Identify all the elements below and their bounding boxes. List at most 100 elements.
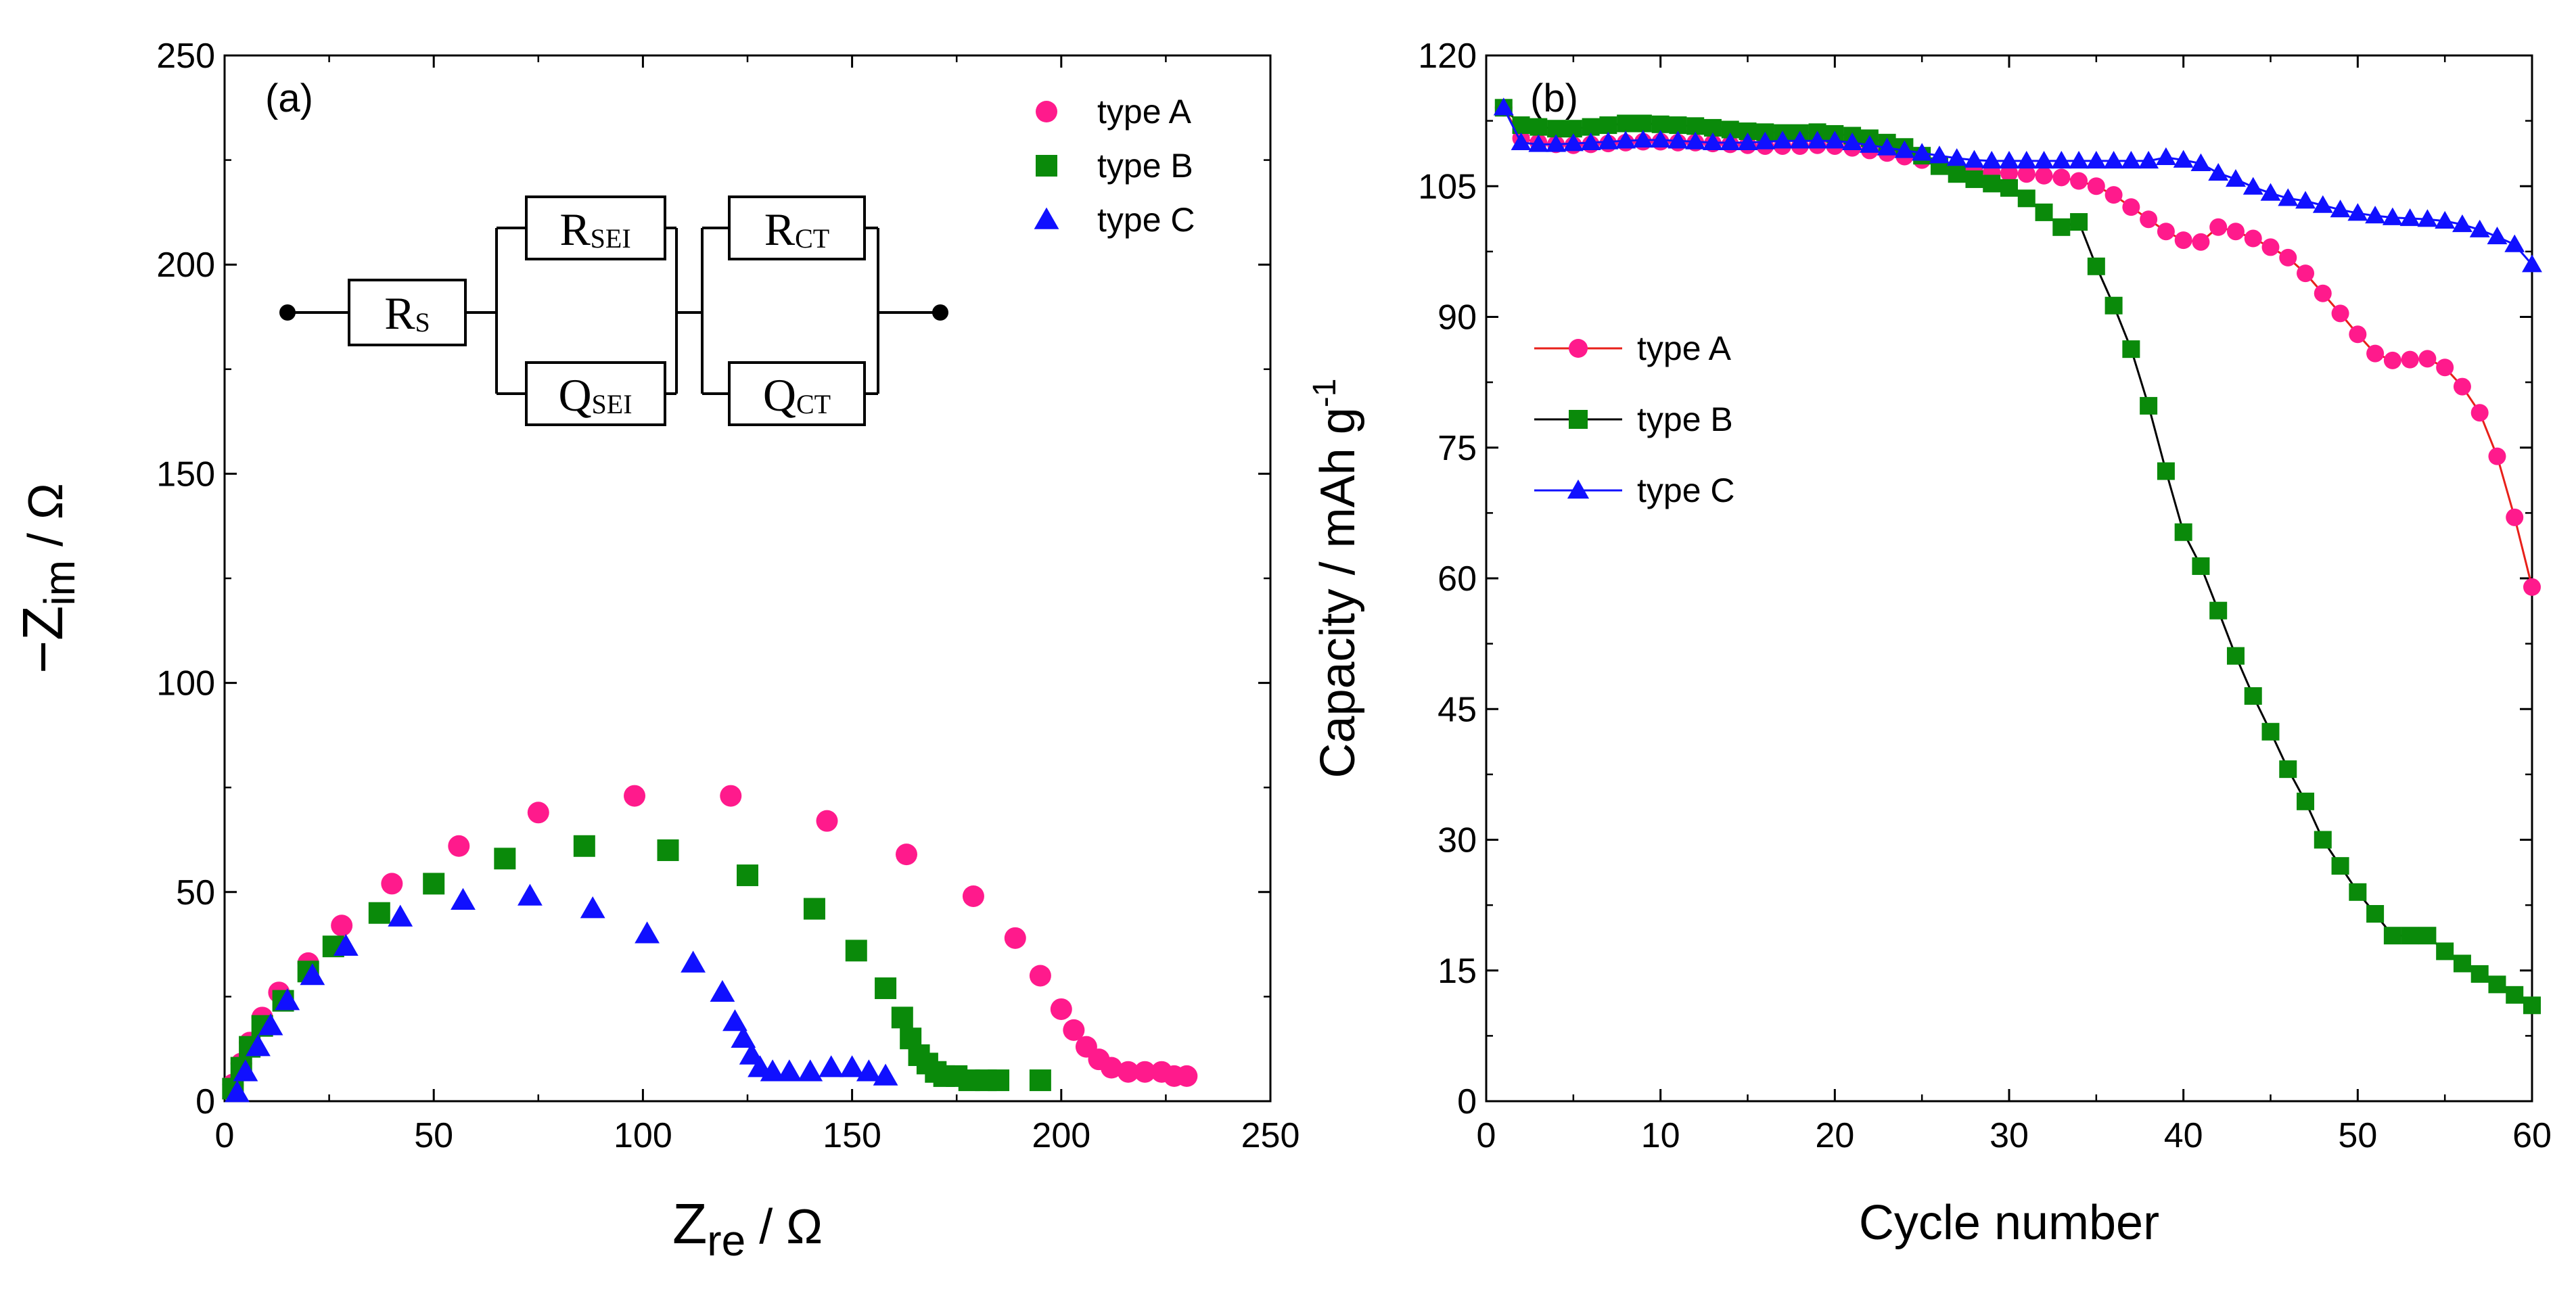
data-point xyxy=(2347,203,2368,221)
circuit-label-subscript: SEI xyxy=(591,223,631,254)
data-point xyxy=(2418,927,2437,945)
data-point xyxy=(2155,147,2176,165)
data-point xyxy=(2174,231,2192,250)
data-point xyxy=(2331,857,2349,875)
data-point xyxy=(2487,227,2508,245)
data-point xyxy=(1050,998,1072,1020)
data-point xyxy=(710,979,735,1002)
data-point xyxy=(2295,191,2316,209)
data-point xyxy=(1789,131,1810,149)
series-line xyxy=(1502,107,2533,1006)
panel-a-y-tick-label: 200 xyxy=(156,246,215,285)
data-point xyxy=(2122,340,2140,358)
data-point xyxy=(1176,1065,1198,1087)
data-point xyxy=(2244,229,2262,248)
data-point xyxy=(1894,140,1915,158)
data-point xyxy=(2504,234,2525,252)
data-point xyxy=(2470,965,2489,983)
data-point xyxy=(2401,927,2419,945)
data-point xyxy=(2122,198,2140,216)
data-point xyxy=(2104,186,2123,204)
data-point xyxy=(2279,760,2297,779)
data-point xyxy=(2174,523,2192,541)
data-point xyxy=(2017,165,2036,183)
x-axis-title-unit: / Ω xyxy=(745,1200,823,1254)
circuit-label-main: R xyxy=(384,287,415,339)
data-point xyxy=(1004,927,1026,949)
data-point xyxy=(777,1059,802,1082)
circuit-label-q-sei: QSEI xyxy=(558,369,632,421)
data-point xyxy=(300,963,325,986)
panel-b-y-tick-label: 105 xyxy=(1418,167,1477,206)
legend-marker xyxy=(1036,101,1057,122)
data-point xyxy=(2173,149,2194,168)
data-point xyxy=(2331,304,2349,323)
data-point xyxy=(368,902,390,924)
data-point xyxy=(2278,188,2299,206)
series-type-b xyxy=(1494,99,2541,1015)
data-point xyxy=(333,933,359,956)
data-point xyxy=(2383,351,2401,369)
data-point xyxy=(2453,377,2471,396)
data-point xyxy=(1528,134,1549,152)
data-point xyxy=(1720,132,1741,151)
data-point xyxy=(1859,135,1880,153)
data-point xyxy=(2401,350,2419,369)
data-point xyxy=(845,940,867,962)
data-point xyxy=(2488,975,2506,994)
data-point xyxy=(258,1013,283,1036)
data-point xyxy=(1598,131,1619,149)
data-point xyxy=(573,835,595,857)
data-point xyxy=(2226,223,2245,241)
panel-a-x-tick-label: 200 xyxy=(1032,1116,1090,1155)
panel-a-x-tick-label: 50 xyxy=(414,1116,453,1155)
series-type-c xyxy=(1493,97,2542,273)
data-point xyxy=(1563,133,1584,152)
data-point xyxy=(2382,207,2403,225)
panel-b-y-tick-label: 120 xyxy=(1418,37,1477,76)
x-axis-title-main: Z xyxy=(672,1192,707,1255)
data-point xyxy=(2138,150,2159,169)
data-point xyxy=(1615,131,1636,149)
data-point xyxy=(2261,238,2280,256)
panel-b-x-tick-label: 10 xyxy=(1641,1116,1680,1155)
data-point xyxy=(891,1006,913,1029)
data-point xyxy=(798,1059,823,1082)
data-point xyxy=(2399,208,2420,227)
data-point xyxy=(1063,1019,1085,1041)
data-point xyxy=(1599,116,1617,135)
data-point xyxy=(2314,831,2332,849)
panel-a-x-tick-label: 250 xyxy=(1241,1116,1300,1155)
data-point xyxy=(2121,150,2142,169)
y-axis-title-main: −Z xyxy=(11,606,74,674)
data-point xyxy=(2297,792,2315,810)
y-axis-title-unit: / Ω xyxy=(19,483,73,560)
data-point xyxy=(2016,150,2037,169)
data-point xyxy=(381,873,403,895)
data-point xyxy=(2052,218,2071,236)
data-point xyxy=(2469,219,2490,237)
circuit-label-subscript: CT xyxy=(795,223,829,254)
data-point xyxy=(2052,168,2071,187)
panel-b-y-tick-label: 15 xyxy=(1438,952,1477,991)
impedance-panel: (a) 0 50 100 150 200 250 0 50 100 150 200 250 Zre / … xyxy=(11,37,1300,1265)
data-point xyxy=(895,843,917,866)
data-point xyxy=(635,921,660,944)
data-point xyxy=(962,885,984,907)
data-point xyxy=(803,898,825,920)
panel-b-y-axis-title: Capacity / mAh g-1 xyxy=(1307,379,1365,779)
panel-a-x-axis-title: Zre / Ω xyxy=(672,1192,823,1265)
data-point xyxy=(1101,1057,1123,1079)
data-point xyxy=(2000,164,2018,182)
data-point xyxy=(1546,134,1567,152)
panel-b-y-tick-label: 0 xyxy=(1457,1082,1477,1121)
data-point xyxy=(2208,162,2229,181)
data-point xyxy=(624,785,646,807)
circuit-label-subscript: S xyxy=(415,307,430,338)
panel-b-x-tick-label: 40 xyxy=(2164,1116,2203,1155)
panel-b-x-tick-label: 60 xyxy=(2512,1116,2552,1155)
data-point xyxy=(2140,396,2158,415)
legend-marker xyxy=(1569,339,1588,358)
panel-b-x-tick-label: 0 xyxy=(1477,1116,1496,1155)
